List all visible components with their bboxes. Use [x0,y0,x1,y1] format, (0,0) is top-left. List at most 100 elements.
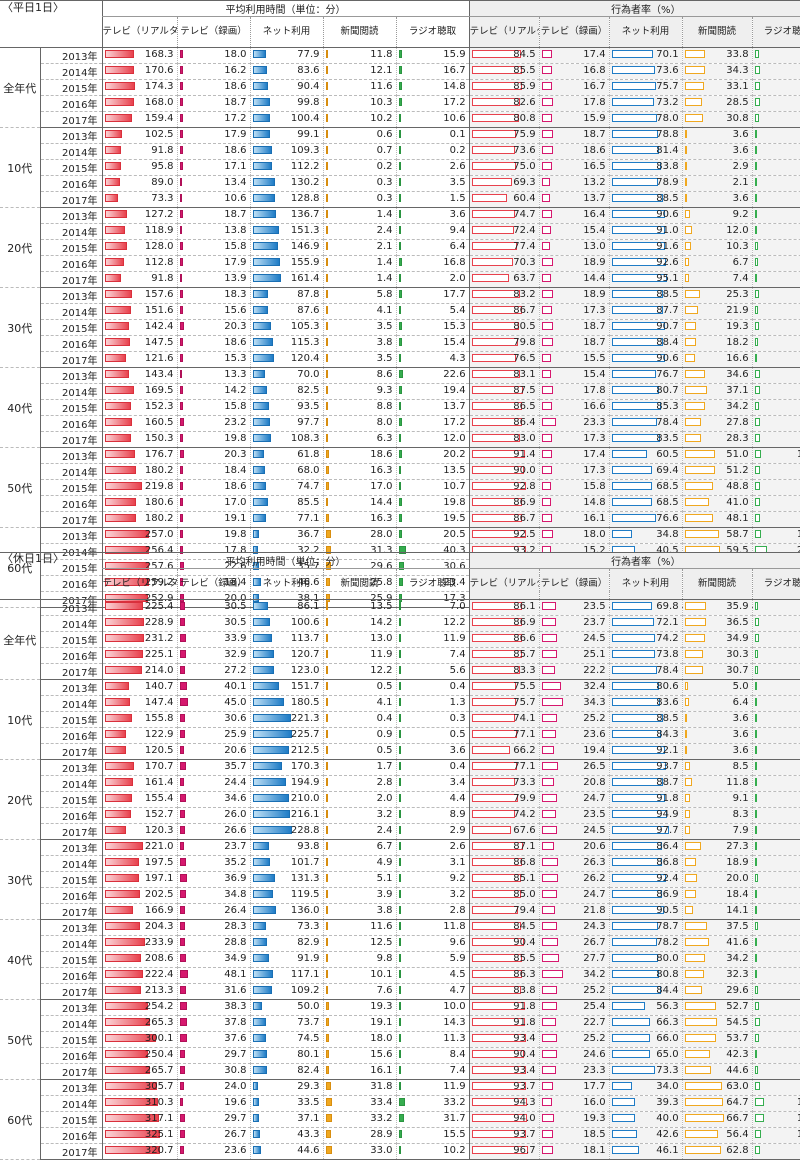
rate-value: 3.6 [732,713,749,724]
age-group-label: 20代 [0,759,40,840]
rate-value: 56.4 [726,1129,749,1140]
rate-value: 24.6 [583,1049,606,1060]
rate-bar-internet [611,402,661,410]
rate-cell-tv-realtime: 76.5 [468,351,540,368]
time-value: 91.9 [297,953,320,964]
time-cell-tv-recorded: 26.0 [176,807,250,824]
rate-bar-tv-realtime [471,1018,525,1026]
time-bar-tv-realtime [104,650,143,658]
time-cell-newspaper: 0.5 [322,679,396,696]
rate-bar-internet [611,386,659,394]
time-bar-newspaper [325,434,328,442]
time-bar-newspaper [325,634,328,642]
rate-value: 10.4 [797,448,800,461]
time-cell-radio: 15.3 [395,319,470,336]
time-bar-tv-recorded [179,514,183,522]
rate-bar-internet [611,762,666,770]
time-cell-tv-realtime: 265.7 [101,1063,177,1080]
rate-bar-internet [611,970,659,978]
time-bar-newspaper [325,322,328,330]
time-cell-radio: 31.7 [395,1111,470,1128]
rate-bar-tv-recorded [541,666,555,674]
rate-bar-tv-realtime [471,746,510,754]
rate-bar-tv-recorded [541,714,557,722]
year-label: 2014年 [39,463,102,480]
time-cell-tv-recorded: 20.3 [176,447,250,464]
time-cell-tv-recorded: 24.0 [176,1079,250,1096]
rate-bar-tv-recorded [541,730,556,738]
rate-bar-tv-recorded [541,146,553,154]
time-bar-radio [398,618,401,626]
time-value: 0.4 [376,713,393,724]
time-bar-newspaper [325,482,329,490]
rate-value: 34.8 [656,529,679,540]
rate-cell-newspaper: 14.1 [681,903,753,920]
time-bar-tv-realtime [104,258,124,266]
rate-cell-tv-realtime: 74.1 [468,711,540,728]
time-cell-radio: 3.2 [395,887,470,904]
rate-value: 79.4 [513,905,536,916]
rate-cell-tv-recorded: 15.4 [538,223,610,240]
rate-cell-internet: 73.6 [608,63,683,80]
rate-value: 85.7 [513,649,536,660]
time-value: 30.6 [224,713,247,724]
rate-bar-newspaper [684,178,687,186]
time-cell-radio: 11.9 [395,631,470,648]
time-value: 23.6 [224,1145,247,1156]
rate-cell-tv-realtime: 86.9 [468,615,540,632]
time-bar-internet [252,1082,258,1090]
rate-value: 69.8 [656,601,679,612]
rate-value: 20.6 [583,841,606,852]
time-value: 13.7 [443,401,466,412]
time-cell-newspaper: 6.7 [322,839,396,856]
rate-value: 90.4 [513,937,536,948]
rate-bar-tv-realtime [471,82,522,90]
time-bar-tv-realtime [104,874,139,882]
rate-bar-tv-realtime [471,306,522,314]
time-cell-newspaper: 4.9 [322,855,396,872]
header-blank [0,0,102,17]
rate-cell-tv-recorded: 23.3 [538,415,610,432]
time-bar-newspaper [325,82,328,90]
rate-value: 19.4 [583,745,606,756]
rate-cell-tv-realtime: 93.7 [468,1079,540,1096]
rate-cell-tv-recorded: 15.5 [538,351,610,368]
table-row: 30代 2013年 157.6 18.3 87.8 5.8 17.7 83.2 18.9 88.5… [0,287,800,368]
rate-bar-newspaper [684,402,705,410]
rate-cell-tv-recorded: 25.1 [538,647,610,664]
rate-cell-internet: 78.4 [608,415,683,432]
rate-bar-radio [754,146,757,154]
rate-bar-radio [754,258,758,266]
rate-value: 34.2 [583,969,606,980]
time-bar-tv-recorded [179,1002,187,1010]
time-cell-radio: 16.7 [395,63,470,80]
time-value: 43.3 [297,1129,320,1140]
time-value: 12.5 [370,937,393,948]
rate-bar-newspaper [684,322,696,330]
rate-bar-tv-recorded [541,1034,557,1042]
time-value: 83.6 [297,65,320,76]
year-label: 2017年 [39,743,102,760]
time-cell-tv-realtime: 221.0 [101,839,177,856]
time-bar-internet [252,402,269,410]
rate-value: 18.4 [726,889,749,900]
time-value: 168.0 [144,97,174,108]
rate-value: 93.2 [513,545,536,556]
time-cell-tv-realtime: 157.6 [101,287,177,304]
time-bar-newspaper [325,1130,331,1138]
column-header-radio: ラジオ聴取 [395,568,470,600]
time-value: 180.2 [144,465,174,476]
time-cell-internet: 100.4 [249,111,323,128]
time-cell-tv-recorded: 17.9 [176,255,250,272]
time-value: 197.1 [144,873,174,884]
rate-value: 56.3 [656,1001,679,1012]
rate-cell-internet: 83.6 [608,695,683,712]
time-cell-tv-realtime: 118.9 [101,223,177,240]
table-row: 2014年 228.9 30.5 100.6 14.2 12.2 86.9 23.7 72.1 3… [0,615,800,632]
time-cell-newspaper: 13.0 [322,631,396,648]
time-value: 151.3 [290,225,320,236]
time-bar-internet [252,730,292,738]
time-value: 100.4 [290,113,320,124]
rate-cell-internet: 86.9 [608,887,683,904]
rate-value: 66.7 [726,1113,749,1124]
